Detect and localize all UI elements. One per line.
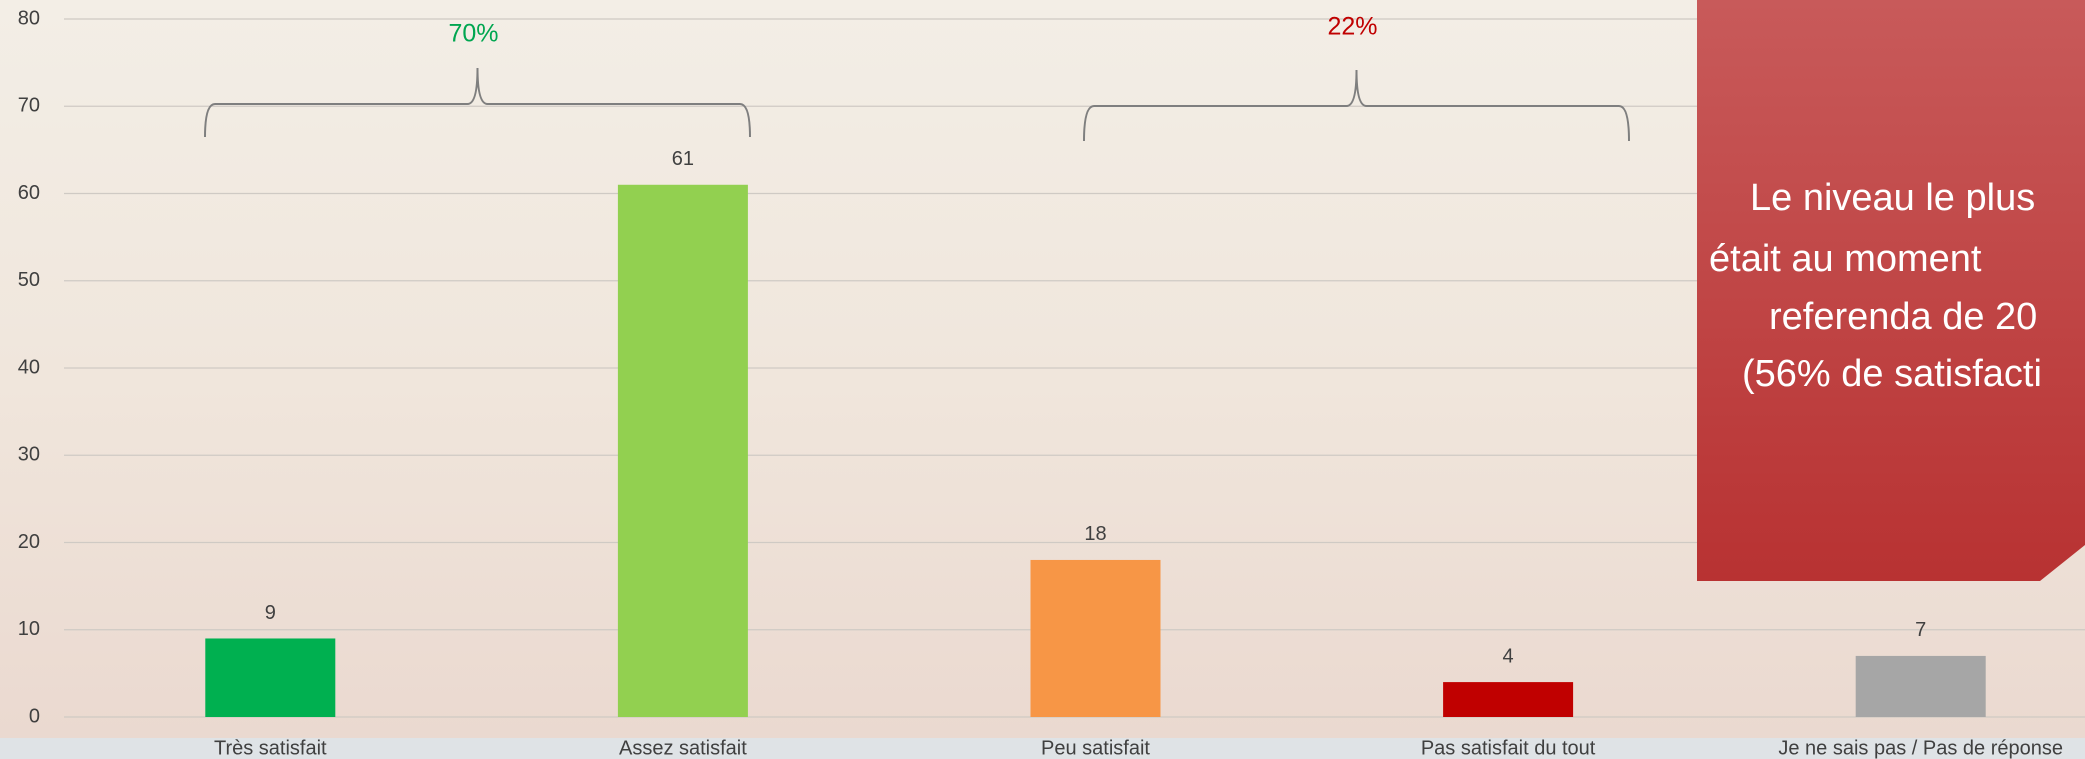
x-tick-label: Peu satisfait bbox=[1041, 737, 1150, 759]
y-tick-label: 20 bbox=[18, 531, 40, 553]
callout-text: (56% de satisfacti bbox=[1742, 353, 2042, 395]
bar bbox=[1443, 682, 1573, 717]
value-label: 61 bbox=[672, 148, 694, 170]
bracket-label: 22% bbox=[1327, 13, 1377, 41]
y-tick-label: 40 bbox=[18, 356, 40, 378]
y-tick-label: 80 bbox=[18, 7, 40, 29]
callout-box bbox=[1697, 0, 2085, 581]
value-label: 9 bbox=[265, 602, 276, 624]
x-tick-label: Pas satisfait du tout bbox=[1421, 737, 1596, 759]
bar bbox=[1031, 560, 1161, 717]
bar bbox=[1856, 656, 1986, 717]
x-tick-label: Très satisfait bbox=[214, 737, 327, 759]
x-tick-label: Je ne sais pas / Pas de réponse bbox=[1778, 737, 2063, 759]
y-tick-label: 70 bbox=[18, 95, 40, 117]
page: 0 10 20 30 40 50 60 70 80 Très satisfait 9 Assez sa… bbox=[0, 0, 2085, 759]
value-label: 4 bbox=[1503, 645, 1514, 667]
callout-text: était au moment bbox=[1709, 238, 1982, 280]
callout-text: Le niveau le plus bbox=[1750, 177, 2035, 219]
y-tick-label: 30 bbox=[18, 444, 40, 466]
y-tick-label: 50 bbox=[18, 269, 40, 291]
bracket-label: 70% bbox=[448, 20, 498, 48]
x-tick-label: Assez satisfait bbox=[619, 737, 747, 759]
callout-text: referenda de 20 bbox=[1769, 296, 2037, 338]
y-tick-label: 60 bbox=[18, 182, 40, 204]
chart: 0 10 20 30 40 50 60 70 80 Très satisfait 9 Assez sa… bbox=[0, 0, 2085, 759]
bar bbox=[618, 185, 748, 717]
value-label: 18 bbox=[1084, 523, 1106, 545]
y-tick-label: 0 bbox=[29, 705, 40, 727]
value-label: 7 bbox=[1915, 619, 1926, 641]
bar bbox=[205, 638, 335, 717]
y-tick-label: 10 bbox=[18, 618, 40, 640]
